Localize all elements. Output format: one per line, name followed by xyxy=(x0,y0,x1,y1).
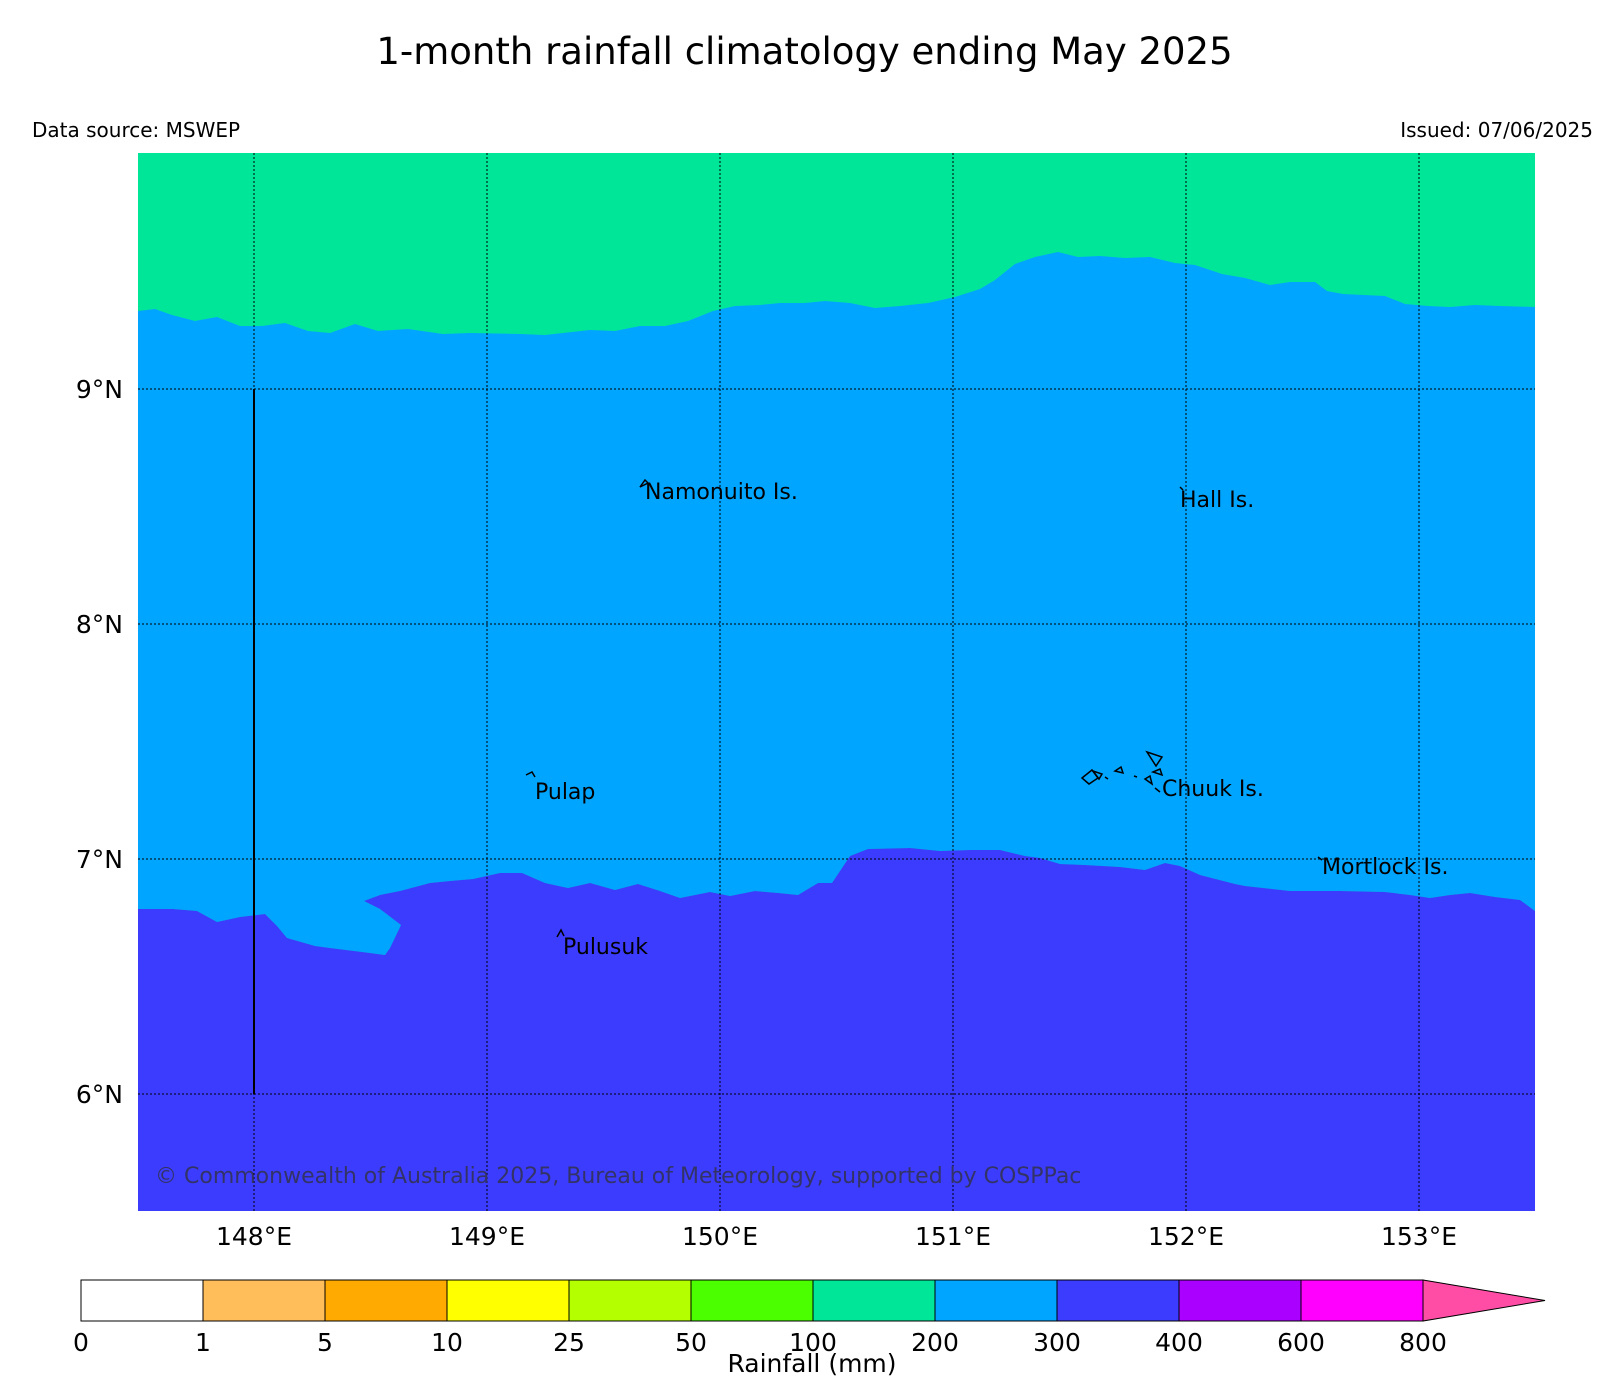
hall-outline xyxy=(1179,486,1184,491)
lat-tick-6: 6°N xyxy=(76,1080,123,1109)
lon-tick-153: 153°E xyxy=(1381,1222,1457,1251)
latitude-axis: 9°N 8°N 7°N 6°N xyxy=(76,375,123,1109)
chuuk-outline-9 xyxy=(1133,775,1138,778)
colorbar-segment xyxy=(446,1279,570,1322)
pulusuk-outline xyxy=(556,928,565,938)
colorbar-tick-label: 25 xyxy=(553,1328,585,1357)
lat-tick-7: 7°N xyxy=(76,845,123,874)
island-labels: Namonuito Is. Hall Is. Pulap Chuuk Is. M… xyxy=(535,480,1448,960)
island-label-namonuito: Namonuito Is. xyxy=(645,480,798,505)
lat-tick-9: 9°N xyxy=(76,375,123,404)
longitude-axis: 148°E 149°E 150°E 151°E 152°E 153°E xyxy=(216,1222,1457,1251)
lat-tick-8: 8°N xyxy=(76,610,123,639)
map-title: 1-month rainfall climatology ending May … xyxy=(376,30,1233,73)
colorbar-segment xyxy=(1056,1279,1180,1322)
lon-tick-152: 152°E xyxy=(1148,1222,1224,1251)
colorbar-segment xyxy=(812,1279,936,1322)
chuuk-outline-3 xyxy=(1090,769,1104,781)
colorbar-tick-label: 300 xyxy=(1033,1328,1081,1357)
graticule xyxy=(138,153,1535,1211)
chuuk-outline-8 xyxy=(1104,776,1109,780)
colorbar-title: Rainfall (mm) xyxy=(727,1349,896,1378)
lon-tick-149: 149°E xyxy=(449,1222,525,1251)
mortlock-outline xyxy=(1317,856,1323,861)
lon-tick-151: 151°E xyxy=(915,1222,991,1251)
pulap-outline xyxy=(525,771,536,778)
rain-region-200-300 xyxy=(138,252,1535,955)
colorbar-tick-label: 1 xyxy=(195,1328,211,1357)
chuuk-outline-6 xyxy=(1150,767,1164,777)
namonuito-outline xyxy=(639,478,650,488)
island-label-mortlock: Mortlock Is. xyxy=(1322,855,1448,880)
colorbar-segment xyxy=(934,1279,1058,1322)
lon-tick-148: 148°E xyxy=(216,1222,292,1251)
island-label-hall: Hall Is. xyxy=(1180,488,1254,513)
colorbar-tick-label: 10 xyxy=(431,1328,463,1357)
colorbar-segment xyxy=(1178,1279,1302,1322)
chuuk-outline-4 xyxy=(1113,765,1125,775)
island-outlines xyxy=(525,478,1323,938)
colorbar-tick-label: 50 xyxy=(675,1328,707,1357)
chuuk-outline-1 xyxy=(1145,750,1164,768)
issued-date-label: Issued: 07/06/2025 xyxy=(1400,118,1593,142)
colorbar-extend-arrow xyxy=(1422,1279,1546,1322)
island-label-pulap: Pulap xyxy=(535,780,595,805)
colorbar-tick-label: 5 xyxy=(317,1328,333,1357)
colorbar-segment xyxy=(568,1279,692,1322)
colorbar-segment xyxy=(80,1279,204,1322)
colorbar-segment xyxy=(202,1279,326,1322)
colorbar: 0 1 5 10 25 50 100 200 300 400 600 800 xyxy=(73,1279,1546,1357)
island-label-pulusuk: Pulusuk xyxy=(563,935,648,960)
chuuk-outline-7 xyxy=(1154,787,1161,793)
map-panel: Namonuito Is. Hall Is. Pulap Chuuk Is. M… xyxy=(138,153,1535,1211)
colorbar-tick-label: 0 xyxy=(73,1328,89,1357)
colorbar-segment xyxy=(1300,1279,1424,1322)
colorbar-segment xyxy=(690,1279,814,1322)
colorbar-tick-label: 600 xyxy=(1277,1328,1325,1357)
colorbar-tick-label: 800 xyxy=(1399,1328,1447,1357)
colorbar-tick-label: 400 xyxy=(1155,1328,1203,1357)
colorbar-segment xyxy=(324,1279,448,1322)
lon-tick-150: 150°E xyxy=(682,1222,758,1251)
colorbar-tick-label: 200 xyxy=(911,1328,959,1357)
colorbar-tick-label: 100 xyxy=(789,1328,837,1357)
data-source-label: Data source: MSWEP xyxy=(32,118,241,142)
copyright-notice: © Commonwealth of Australia 2025, Bureau… xyxy=(155,1164,1081,1189)
chuuk-outline-5 xyxy=(1143,774,1154,786)
island-label-chuuk: Chuuk Is. xyxy=(1162,777,1264,802)
